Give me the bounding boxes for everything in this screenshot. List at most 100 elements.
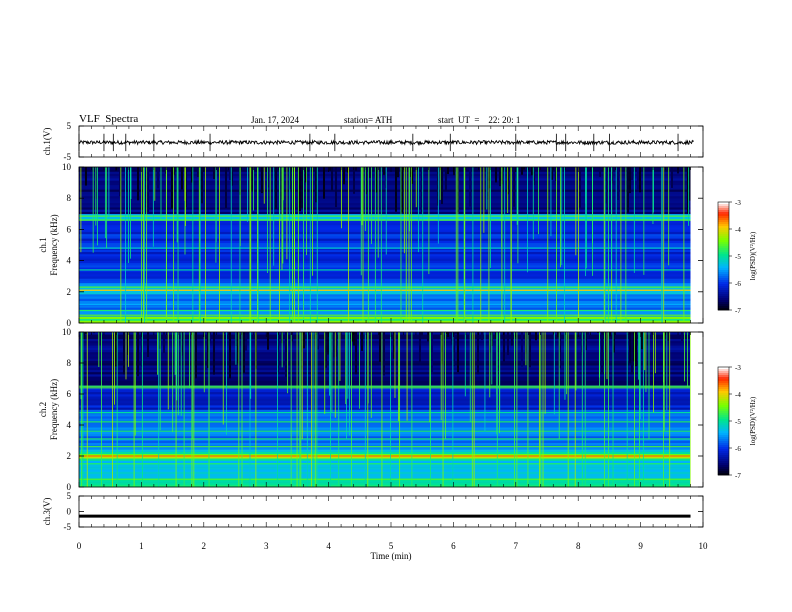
ch1-colorbar-swatch: [718, 232, 729, 235]
ch1-waveform-line: [78, 138, 694, 146]
ch2-colorbar-swatch: [718, 427, 729, 430]
ch1-colorbar-swatch: [718, 230, 729, 233]
ch1-spectrogram-band: [79, 191, 691, 195]
ch2-spectrogram-texture: [213, 332, 215, 375]
ch1-spectrogram-texture: [627, 167, 629, 214]
ch2-spectrogram-texture: [267, 332, 269, 350]
ch2-spectrogram-texture: [613, 332, 615, 353]
date-label: Jan. 17, 2024: [251, 115, 299, 125]
ch2-colorbar-swatch: [718, 377, 729, 380]
ch2-spectrogram-texture: [667, 332, 669, 341]
ch1-colorbar-swatch: [718, 210, 729, 213]
ch1-spectrogram-band: [79, 258, 691, 261]
ch2-colorbar-swatch: [718, 379, 729, 382]
start-time-label: start UT = 22: 20: 1: [438, 115, 521, 125]
ch1-spectrogram-texture: [689, 167, 691, 201]
ch2-spectrogram-band: [79, 391, 691, 395]
ch1-spectrogram-band: [79, 276, 691, 279]
ch2-spectrogram-texture: [147, 332, 149, 357]
ch1-spectrogram-texture: [275, 167, 277, 210]
ch2-spectrogram-texture: [457, 332, 459, 373]
ch2-colorbar-swatch: [718, 449, 729, 452]
ch1-spectrogram-band: [79, 200, 691, 203]
ch1-colorbar-tick-label: -7: [735, 307, 741, 315]
ch1-colorbar-swatch: [718, 256, 729, 259]
ch1-colorbar-swatch: [718, 224, 729, 227]
ch1-colorbar-swatch: [718, 288, 729, 291]
ch1-spectrogram-band: [79, 271, 691, 275]
ch1-spectrogram-texture: [347, 167, 349, 173]
ch1-spectrogram-band: [79, 265, 691, 268]
ch2-spectrogram-band: [79, 405, 691, 408]
ch2-spectrogram-texture: [449, 332, 451, 334]
ch2-spectrogram-texture: [535, 332, 537, 341]
ch1-colorbar-swatch: [718, 302, 729, 305]
ch2-spectrogram-texture: [441, 332, 443, 365]
ch2-colorbar-swatch: [718, 423, 729, 426]
ch2-spectrogram-texture: [353, 332, 355, 346]
ch1-spectrogram-texture: [605, 167, 607, 204]
ch2-spectrogram-band: [79, 416, 691, 419]
ch1-spectrogram-texture: [533, 167, 535, 186]
ch2-colorbar-swatch: [718, 431, 729, 434]
ch1-spectrogram-texture: [171, 167, 173, 209]
y-tick-label: -5: [64, 152, 72, 162]
ch1-waveform-panel: 5 -5 ch.1(V): [42, 121, 704, 162]
y-tick-label: 8: [67, 358, 72, 368]
ch2-spectrogram-band: [79, 400, 691, 404]
y-tick-label: 6: [67, 389, 72, 399]
ch1-spectrogram-band: [79, 287, 691, 290]
ch2-spectrogram-texture: [93, 332, 95, 334]
x-tick-label: 5: [389, 541, 394, 551]
ch2-colorbar-swatch: [718, 419, 729, 422]
ch2-colorbar-swatch: [718, 453, 729, 456]
ch2-spectrogram-texture: [247, 332, 249, 339]
ch1-spectrogram-band: [79, 233, 691, 237]
ch2-spectrogram-band: [79, 480, 691, 483]
ch1-colorbar-swatch: [718, 266, 729, 269]
ch1-spectrogram-texture: [185, 167, 187, 208]
station-label: station= ATH: [344, 115, 393, 125]
ch2-spectrogram-texture: [641, 332, 643, 350]
ch2-spectrogram-texture: [507, 332, 509, 356]
ch1-spectrogram-texture: [335, 167, 337, 208]
ch1-spectrogram-band: [79, 231, 691, 235]
ch1-colorbar-swatch: [718, 260, 729, 263]
ch2-spectrogram-band: [79, 460, 691, 463]
ch2-colorbar-swatch: [718, 411, 729, 414]
ch2-colorbar-label: log(PSD)(V²/Hz): [749, 396, 757, 445]
ch2-spectrogram-texture: [585, 332, 587, 351]
ch2-spectrogram-band: [79, 409, 691, 413]
ch2-spectrogram-texture: [511, 332, 513, 346]
ch2-spectrogram-band: [79, 431, 691, 435]
ch2-spectrogram-band: [79, 427, 691, 430]
ch2-colorbar-swatch: [718, 471, 729, 474]
ch2-colorbar-tick-label: -4: [735, 391, 741, 399]
ch1-spectrogram-texture: [251, 167, 253, 192]
ch2-spectrogram-texture: [631, 332, 633, 375]
ch1-spectrogram-texture: [407, 167, 409, 172]
ch1-spectrogram-texture: [409, 167, 411, 177]
ch1-spectrogram-band: [79, 216, 691, 219]
x-tick-label: 7: [514, 541, 519, 551]
ch1-spectrogram-texture: [637, 167, 639, 190]
ch2-spectrogram-texture: [329, 332, 331, 361]
ch2-colorbar-swatch: [718, 439, 729, 442]
ch1-spectrogram-band: [79, 273, 691, 277]
ch2-colorbar-swatch: [718, 435, 729, 438]
ch1-spectrogram-texture: [445, 167, 447, 192]
ch1-spectrogram-band: [79, 311, 691, 315]
ch2-spectrogram-band: [79, 484, 691, 488]
ch1-spectrogram-band: [79, 211, 691, 215]
ch2-spectrogram-texture: [665, 332, 667, 336]
ch2-spectrogram-texture: [419, 332, 421, 363]
ch1-spectrogram-texture: [593, 167, 595, 172]
ch2-spectrogram-band: [79, 451, 691, 455]
ch2-spectrogram-texture: [587, 332, 589, 339]
ch1-colorbar-swatch: [718, 294, 729, 297]
ch1-colorbar-swatch: [718, 292, 729, 295]
ch2-spectrogram-texture: [99, 332, 101, 346]
ch1-spectrogram-texture: [261, 167, 263, 194]
ch1-spectrogram-texture: [355, 167, 357, 171]
ch1-colorbar-swatch: [718, 204, 729, 207]
